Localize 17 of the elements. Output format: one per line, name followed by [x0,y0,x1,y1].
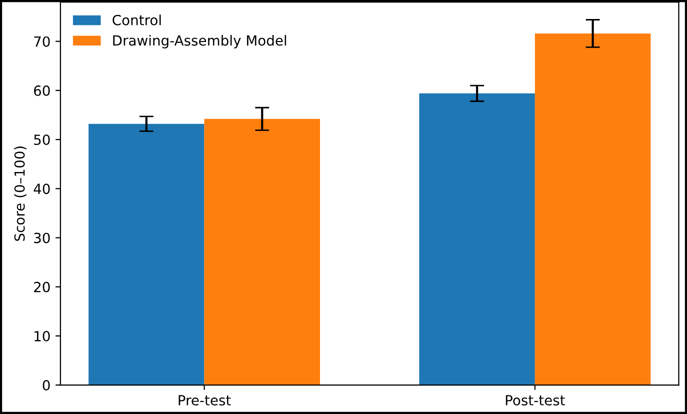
y-tick-label: 30 [34,232,50,244]
legend-label: Control [112,14,161,26]
y-axis-title: Score (0–100) [14,146,26,241]
bar [204,118,320,386]
bar [534,33,651,386]
bar [88,124,204,386]
legend-label: Drawing-Assembly Model [113,34,286,48]
y-tick-label: 40 [34,184,50,194]
y-tick-label: 60 [34,85,50,96]
y-tick-label: 50 [34,134,50,146]
y-tick-label: 10 [34,330,50,342]
y-tick-label: 70 [34,36,50,47]
x-tick-label: Post-test [506,395,565,406]
x-tick-label: Pre-test [178,395,231,406]
bar [419,93,535,386]
y-tick-label: 0 [42,380,50,390]
y-tick-label: 20 [34,282,50,292]
